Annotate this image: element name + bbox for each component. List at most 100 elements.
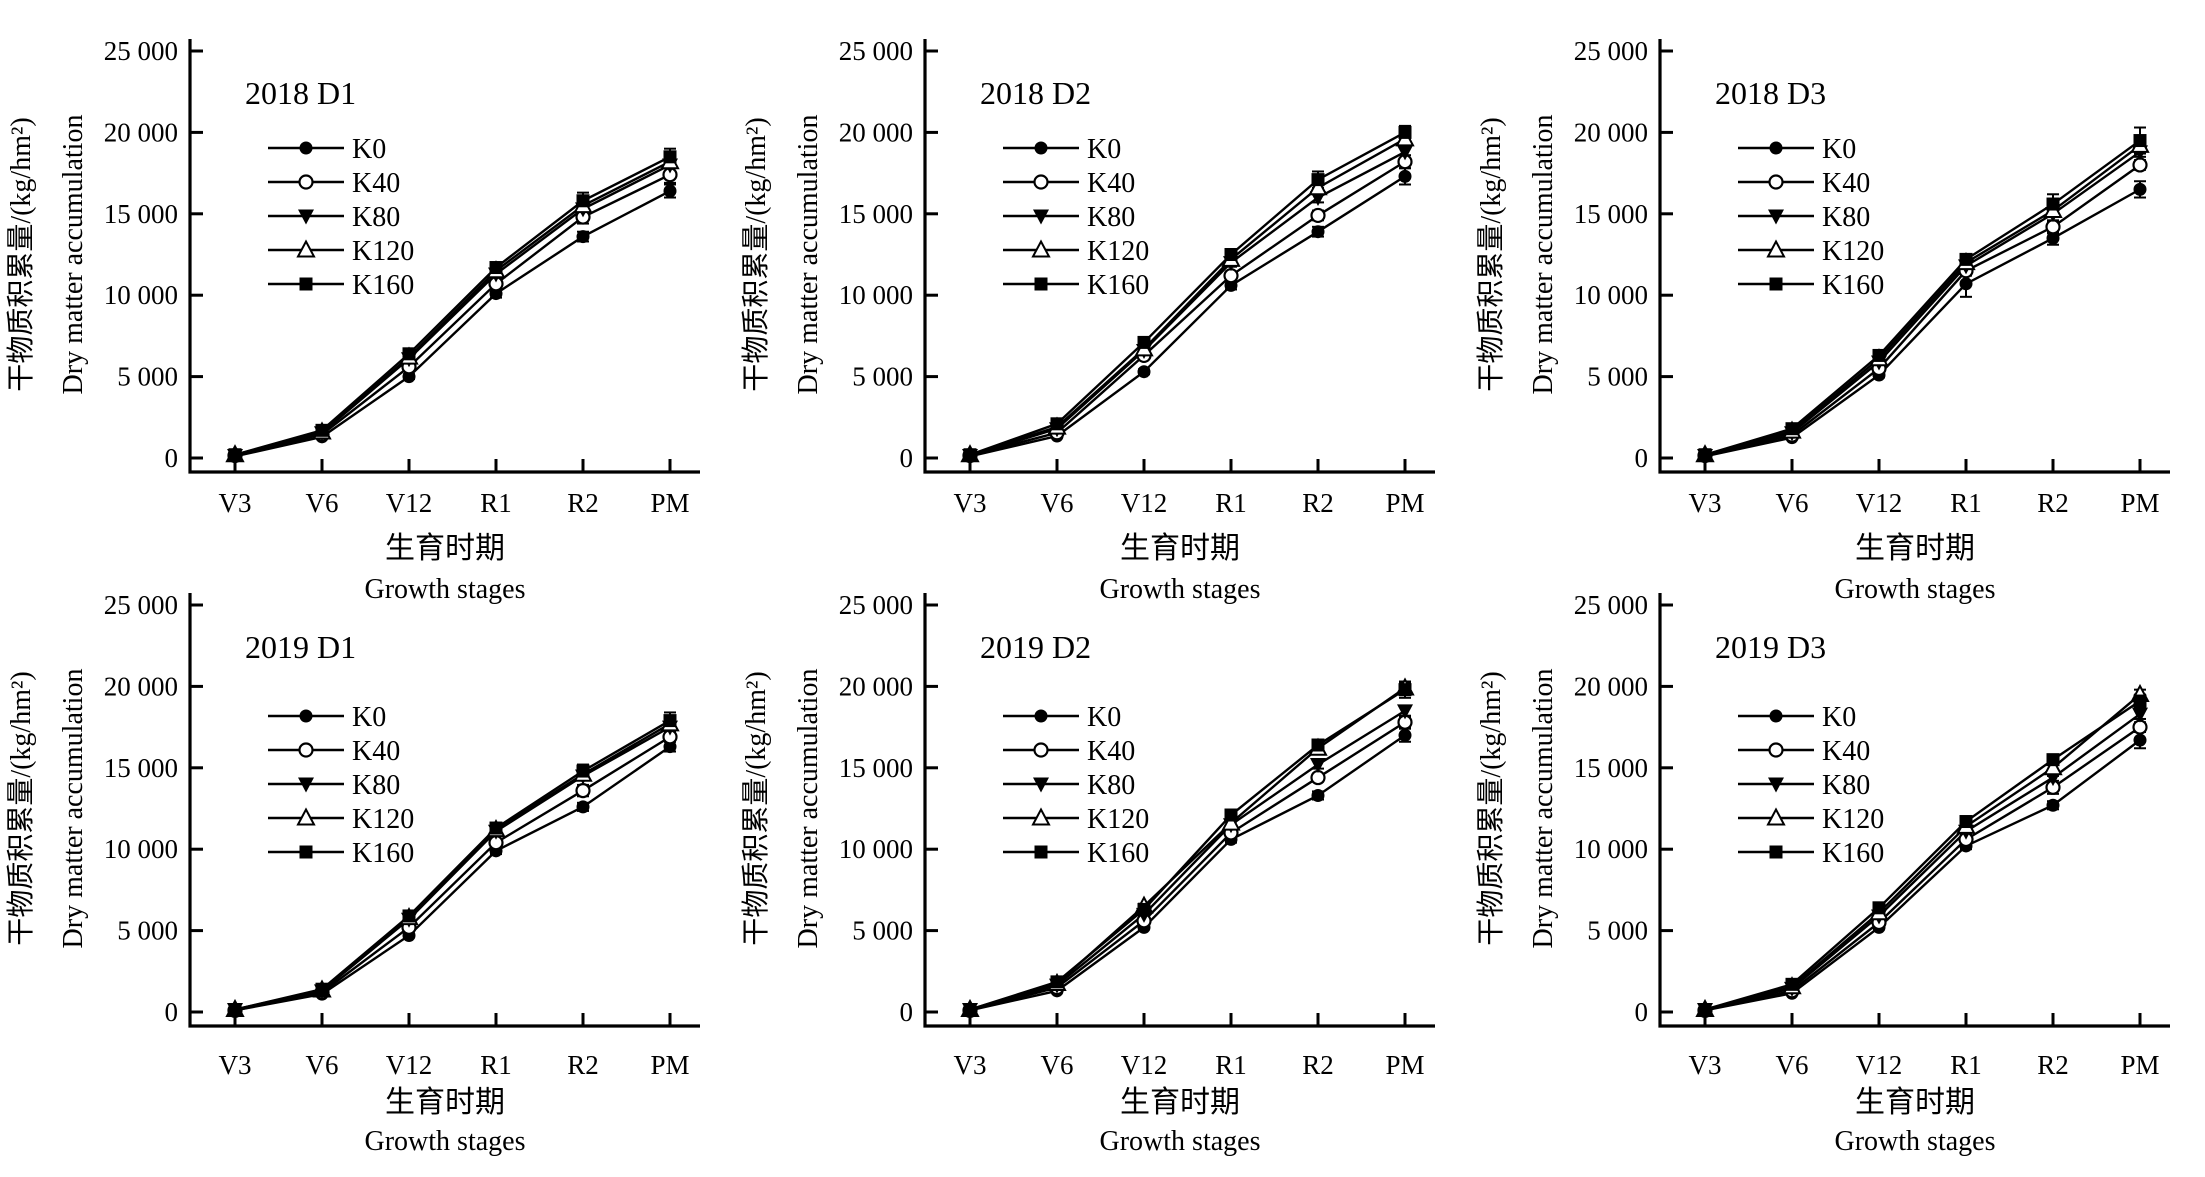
y-tick-label: 0	[900, 443, 914, 473]
y-axis-title-en: Dry matter accumulation	[793, 669, 824, 949]
point-K160-V12	[1137, 902, 1151, 916]
axis-lines	[923, 39, 1435, 474]
y-tick-label: 0	[165, 443, 179, 473]
point-K160-V3	[228, 448, 242, 462]
series-line-K80	[1704, 150, 2141, 457]
legend-circle-open-icon	[298, 174, 314, 190]
y-tick-label: 20 000	[839, 117, 913, 147]
x-axis-title-zh: 生育时期	[1120, 1086, 1240, 1119]
legend-label-K0: K0	[1087, 134, 1121, 165]
chart-panel-2019-D1: 0 5 000 10 000 15 000 20 000 25 000 V3 V6 V12 R1 R…	[5, 590, 700, 1157]
y-axis-title-zh: 干物质积累量/(kg/hm²)	[5, 671, 37, 945]
point-K160-V3	[963, 1003, 977, 1017]
point-K160-R1	[489, 821, 503, 835]
point-K0-PM	[1398, 728, 1412, 742]
legend-circle-filled-icon	[1034, 709, 1048, 723]
y-tick-label: 25 000	[104, 36, 178, 66]
point-K80-PM	[1397, 145, 1413, 161]
series-line-K160	[1704, 700, 2141, 1011]
x-tick-label: V6	[1776, 1050, 1809, 1080]
point-K160-V12	[1872, 348, 1886, 362]
legend-label-K120: K120	[1822, 236, 1884, 267]
series-line-K80	[969, 709, 1406, 1011]
legend-triangle-up-open-icon	[1031, 239, 1051, 258]
x-axis-title-en: Growth stages	[365, 1126, 526, 1157]
series-line-K120	[1704, 693, 2141, 1011]
x-tick-label: R2	[1302, 1050, 1334, 1080]
y-axis-title-zh: 干物质积累量/(kg/hm²)	[740, 671, 772, 945]
legend-label-K80: K80	[1087, 770, 1135, 801]
series-line-K0	[969, 734, 1406, 1012]
legend-triangle-down-filled-icon	[1033, 209, 1049, 225]
point-K160-PM	[1398, 125, 1412, 139]
y-tick-label: 5 000	[852, 916, 913, 946]
axis-lines	[923, 593, 1435, 1028]
y-axis-title-zh: 干物质积累量/(kg/hm²)	[5, 117, 37, 391]
legend-label-K160: K160	[1087, 838, 1149, 869]
series-line-K40	[969, 160, 1406, 457]
legend-label-K0: K0	[1822, 134, 1856, 165]
legend-label-K80: K80	[1822, 202, 1870, 233]
x-tick-label: R1	[480, 488, 512, 518]
point-K160-PM	[663, 714, 677, 728]
point-K160-R2	[2046, 197, 2060, 211]
series-line-K160	[234, 719, 671, 1011]
legend-circle-open-icon	[1033, 174, 1049, 190]
axis-lines	[1658, 593, 2170, 1028]
point-K0-V12	[1137, 365, 1151, 379]
y-tick-label: 0	[900, 997, 914, 1027]
point-K160-V12	[402, 347, 416, 361]
axis-lines	[188, 593, 700, 1028]
x-tick-label: V3	[219, 488, 252, 518]
legend-label-K40: K40	[1087, 736, 1135, 767]
point-K160-R1	[1224, 248, 1238, 261]
y-tick-label: 10 000	[104, 280, 178, 310]
point-K160-V12	[402, 909, 416, 923]
legend-label-K80: K80	[1087, 202, 1135, 233]
legend-triangle-up-open-icon	[296, 239, 316, 258]
legend-triangle-down-filled-icon	[298, 777, 314, 793]
axis-lines	[1658, 39, 2170, 474]
y-axis-title-en: Dry matter accumulation	[1528, 669, 1559, 949]
point-K160-PM	[1398, 683, 1412, 697]
point-K160-R2	[576, 194, 590, 208]
x-tick-label: V6	[306, 1050, 339, 1080]
legend-label-K120: K120	[1087, 804, 1149, 835]
point-K160-R2	[576, 764, 590, 778]
chart-panel-2018-D2: 0 5 000 10 000 15 000 20 000 25 000 V3 V6 V12 R1 R…	[740, 36, 1435, 605]
y-tick-label: 15 000	[839, 753, 913, 783]
legend-label-K80: K80	[1822, 770, 1870, 801]
point-K160-V12	[1137, 335, 1151, 349]
panel-title: 2019 D1	[245, 629, 356, 665]
point-K0-R2	[576, 800, 590, 814]
x-tick-label: R2	[567, 1050, 599, 1080]
legend-square-filled-icon	[1769, 277, 1783, 291]
point-K120-R2	[1308, 177, 1328, 196]
series-line-K160	[1704, 139, 2141, 456]
series-line-K160	[234, 155, 671, 456]
point-K160-V12	[1872, 901, 1886, 915]
x-tick-label: V12	[386, 1050, 433, 1080]
y-tick-label: 10 000	[839, 834, 913, 864]
point-K80-PM	[1397, 704, 1413, 720]
chart-panel-2019-D3: 0 5 000 10 000 15 000 20 000 25 000 V3 V6 V12 R1 R…	[1475, 590, 2170, 1157]
x-tick-label: V6	[1041, 488, 1074, 518]
point-K0-R2	[2046, 798, 2060, 812]
point-K0-R2	[2046, 231, 2060, 245]
x-tick-label: V12	[1121, 1050, 1168, 1080]
y-tick-label: 5 000	[852, 362, 913, 392]
point-K0-R2	[1311, 788, 1325, 802]
point-K120-R1	[1221, 812, 1241, 831]
legend-circle-open-icon	[1768, 742, 1784, 758]
y-tick-label: 10 000	[104, 834, 178, 864]
legend-label-K120: K120	[1822, 804, 1884, 835]
point-K160-V3	[1698, 1003, 1712, 1017]
point-K160-R2	[1311, 738, 1325, 752]
y-tick-label: 10 000	[1574, 280, 1648, 310]
legend-label-K0: K0	[352, 134, 386, 165]
legend-label-K160: K160	[352, 270, 414, 301]
x-tick-label: V12	[1856, 488, 1903, 518]
legend-square-filled-icon	[299, 845, 313, 859]
legend-circle-filled-icon	[299, 709, 313, 723]
series-line-K80	[969, 150, 1406, 457]
